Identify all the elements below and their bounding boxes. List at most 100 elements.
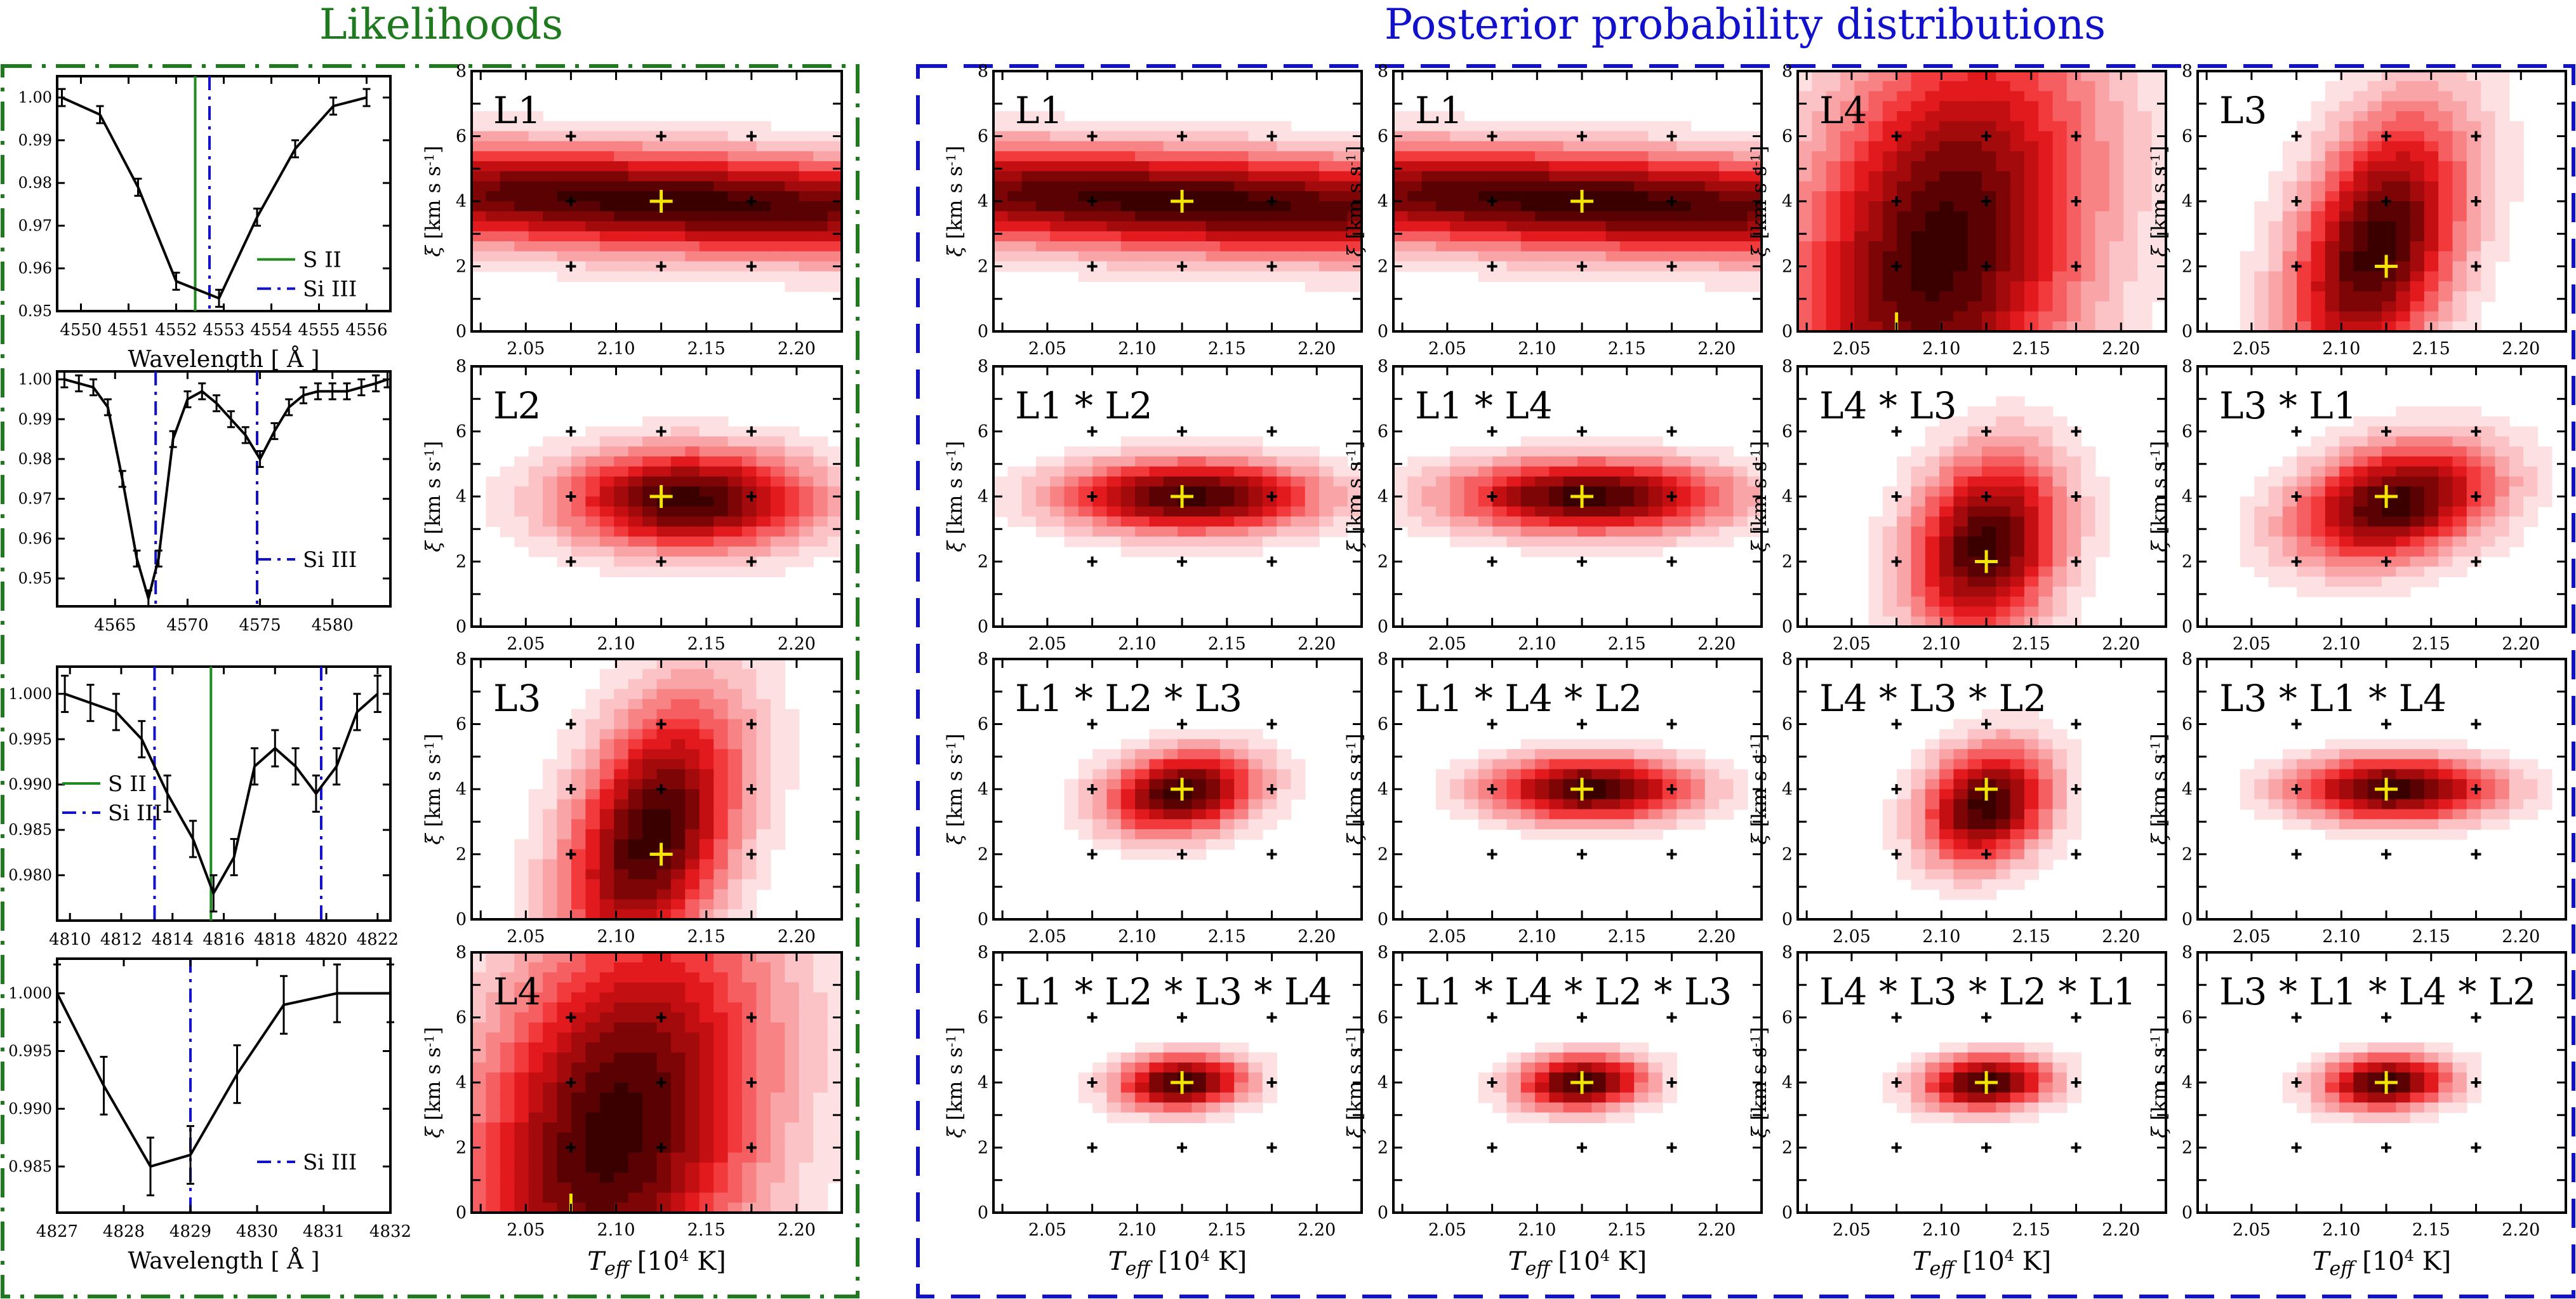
density-cell: [628, 952, 643, 963]
density-cell: [514, 1172, 529, 1183]
density-cell: [642, 251, 658, 262]
density-cell: [628, 171, 643, 182]
density-cell: [514, 131, 529, 142]
density-cell: [1854, 261, 1869, 272]
density-cell: [585, 141, 601, 152]
density-cell: [2095, 131, 2110, 142]
density-cell: [699, 1042, 714, 1053]
density-cell: [1078, 141, 1093, 152]
density-cell: [827, 1122, 842, 1133]
density-cell: [472, 241, 487, 252]
density-cell: [1719, 151, 1734, 162]
density-cell: [742, 879, 757, 890]
density-cell: [770, 1102, 786, 1114]
density-cell: [1319, 151, 1334, 162]
density-cell: [614, 1112, 629, 1123]
density-cell: [1704, 241, 1720, 252]
density-cell: [1305, 536, 1320, 547]
density-cell: [714, 739, 729, 750]
density-cell: [1219, 191, 1235, 202]
density-cell: [2268, 221, 2283, 232]
density-cell: [528, 211, 543, 222]
density-cell: [543, 1022, 558, 1033]
density-cell: [571, 546, 587, 557]
density-cell: [2024, 301, 2039, 312]
density-cell: [2311, 301, 2326, 312]
density-cell: [799, 241, 814, 252]
density-cell: [2066, 101, 2081, 112]
density-cell: [656, 689, 672, 700]
density-cell: [2325, 231, 2340, 242]
density-cell: [1492, 231, 1508, 242]
density-cell: [1676, 131, 1692, 142]
density-cell: [543, 1042, 558, 1053]
density-cell: [1347, 241, 1362, 252]
density-cell: [1882, 271, 1897, 282]
density-cell: [614, 161, 629, 172]
density-cell: [1149, 121, 1164, 132]
density-cell: [2325, 211, 2340, 222]
density-cell: [1050, 506, 1065, 517]
density-cell: [1882, 211, 1897, 222]
density-cell: [486, 1122, 501, 1133]
density-cell: [756, 1132, 771, 1143]
density-cell: [727, 839, 743, 850]
density-cell: [1319, 231, 1334, 242]
density-cell: [528, 972, 543, 983]
density-cell: [1135, 211, 1150, 222]
density-cell: [827, 1092, 842, 1103]
density-cell: [1535, 141, 1550, 152]
density-cell: [599, 1072, 614, 1083]
density-cell: [599, 729, 614, 740]
density-cell: [1305, 476, 1320, 488]
density-cell: [714, 191, 729, 202]
density-cell: [2325, 121, 2340, 132]
density-cell: [1939, 221, 1955, 232]
density-cell: [1277, 191, 1292, 202]
density-cell: [628, 121, 643, 132]
density-cell: [1248, 121, 1263, 132]
density-cell: [799, 486, 814, 497]
density-cell: [756, 1172, 771, 1183]
density-cell: [756, 221, 771, 232]
density-cell: [1277, 221, 1292, 232]
density-cell: [642, 839, 658, 850]
density-cell: [827, 141, 842, 152]
density-cell: [1277, 121, 1292, 132]
density-cell: [472, 1032, 487, 1043]
density-cell: [1690, 191, 1706, 202]
density-cell: [2466, 271, 2481, 282]
density-cell: [2438, 141, 2453, 152]
x-tick-label: 4550: [60, 321, 102, 340]
density-cell: [599, 261, 614, 272]
density-cell: [2081, 191, 2096, 202]
density-cell: [642, 241, 658, 252]
density-cell: [714, 241, 729, 252]
density-cell: [571, 506, 587, 517]
density-cell: [756, 789, 771, 800]
density-cell: [1577, 161, 1593, 172]
density-cell: [756, 546, 771, 557]
density-cell: [785, 181, 800, 192]
density-cell: [827, 446, 842, 457]
density-cell: [585, 719, 601, 730]
density-cell: [685, 729, 700, 740]
density-cell: [1996, 191, 2011, 202]
density-cell: [1291, 241, 1306, 252]
density-cell: [2481, 151, 2496, 162]
density-cell: [1421, 211, 1437, 222]
density-cell: [1305, 241, 1320, 252]
grid-point-marker: [566, 784, 576, 794]
density-cell: [1319, 211, 1334, 222]
density-cell: [514, 506, 529, 517]
density-cell: [699, 436, 714, 447]
density-cell: [1092, 171, 1108, 182]
x-tick-label: 2.20: [778, 1220, 816, 1240]
density-cell: [813, 1122, 828, 1133]
density-cell: [1478, 516, 1493, 528]
density-cell: [2038, 301, 2054, 312]
density-cell: [628, 1202, 643, 1213]
density-cell: [1996, 71, 2011, 82]
density-cell: [599, 1202, 614, 1213]
